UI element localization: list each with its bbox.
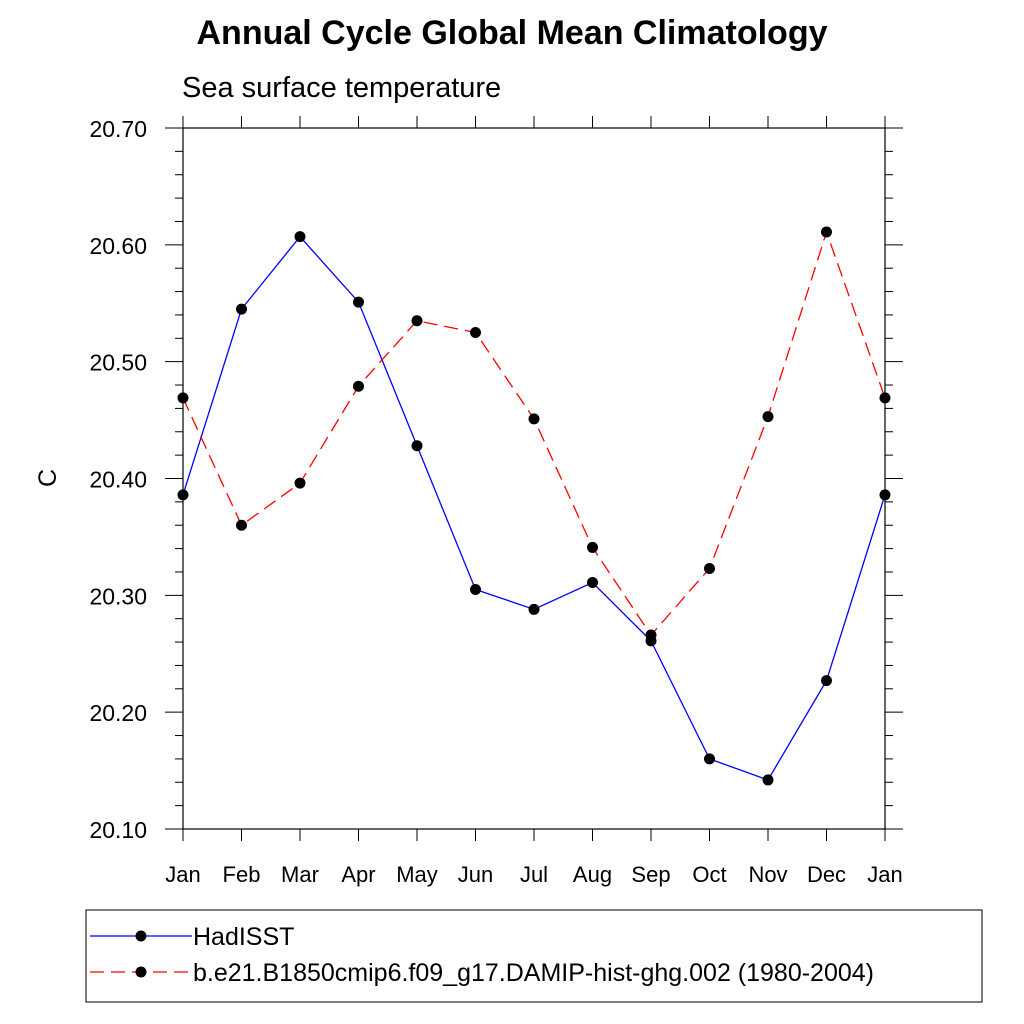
plot-frame [182, 127, 886, 830]
x-tick-label: Nov [748, 862, 787, 887]
y-tick-labels: 20.10 20.20 20.30 20.40 20.50 20.60 20.70 [89, 116, 147, 843]
series-1-point [236, 519, 247, 531]
x-tick-label: Jan [867, 862, 902, 887]
series-1-point [353, 380, 364, 392]
legend-label-1: b.e21.B1850cmip6.f09_g17.DAMIP-hist-ghg.… [193, 959, 874, 987]
legend-label-0: HadISST [193, 923, 294, 951]
chart-subtitle: Sea surface temperature [182, 72, 502, 104]
x-tick-label: Dec [807, 862, 846, 887]
series-1-point [645, 629, 657, 641]
series-layer [177, 226, 891, 786]
x-tick-label: Sep [631, 862, 670, 887]
y-tick-label: 20.10 [89, 817, 147, 843]
series-line-0 [182, 235, 886, 781]
chart-title: Annual Cycle Global Mean Climatology [196, 14, 828, 52]
y-tick-label: 20.70 [89, 116, 147, 142]
y-tick-label: 20.60 [89, 233, 147, 259]
x-tick-label: Jan [165, 862, 200, 887]
y-tick-label: 20.20 [89, 700, 147, 726]
legend: HadISST b.e21.B1850cmip6.f09_g17.DAMIP-hi… [85, 909, 983, 1003]
legend-frame [85, 909, 983, 1003]
legend-items: HadISST b.e21.B1850cmip6.f09_g17.DAMIP-hi… [90, 923, 874, 987]
x-tick-label: Jul [520, 862, 548, 887]
series-0-point [470, 583, 481, 595]
y-tick-label: 20.40 [89, 467, 147, 493]
series-0-point [704, 753, 715, 765]
legend-marker-0 [135, 930, 147, 942]
series-1-point [587, 541, 598, 553]
x-tick-label: Mar [281, 862, 319, 887]
series-0-point [353, 296, 364, 308]
series-1-point [411, 315, 423, 327]
series-0-point [821, 675, 832, 687]
series-line-1 [182, 229, 886, 637]
series-0-point [762, 774, 774, 786]
series-1-point [762, 411, 774, 423]
axis-ticks [165, 116, 903, 841]
series-0-point [587, 576, 598, 588]
series-1-point [528, 413, 540, 425]
x-tick-label: May [396, 862, 438, 887]
series-0-point [294, 231, 306, 243]
series-0-point [236, 303, 247, 315]
x-tick-labels: Jan Feb Mar Apr May Jun Jul Aug Sep Oct Nov Dec Jan [165, 862, 902, 887]
series-0-point [528, 603, 540, 615]
series-0-point [411, 440, 423, 452]
x-tick-label: Aug [573, 862, 612, 887]
series-1-point [704, 562, 715, 574]
series-1-point [470, 326, 481, 338]
y-axis-label: C [34, 469, 62, 487]
series-1-point [294, 477, 306, 489]
series-1-point [821, 226, 832, 238]
x-tick-label: Feb [223, 862, 261, 887]
x-tick-label: Oct [692, 862, 726, 887]
y-tick-label: 20.30 [89, 583, 147, 609]
legend-marker-1 [135, 966, 147, 978]
x-tick-label: Jun [458, 862, 493, 887]
y-tick-label: 20.50 [89, 350, 147, 376]
x-tick-label: Apr [341, 862, 375, 887]
